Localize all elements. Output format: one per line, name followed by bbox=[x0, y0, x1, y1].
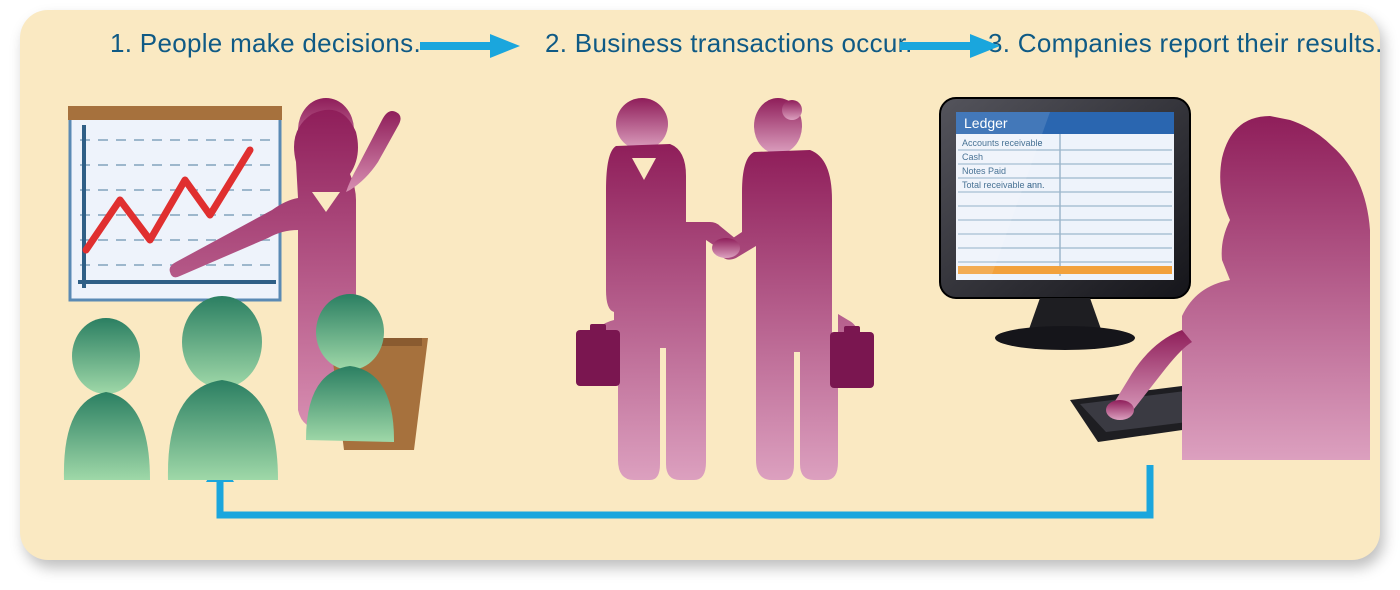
scene-1-presentation bbox=[50, 80, 450, 480]
scene-2-handshake bbox=[510, 80, 910, 490]
infographic-panel: 1. People make decisions. 2. Business tr… bbox=[20, 10, 1380, 560]
scene-3-reporting: Ledger Accounts receivable Cash Notes Pa… bbox=[930, 80, 1370, 490]
